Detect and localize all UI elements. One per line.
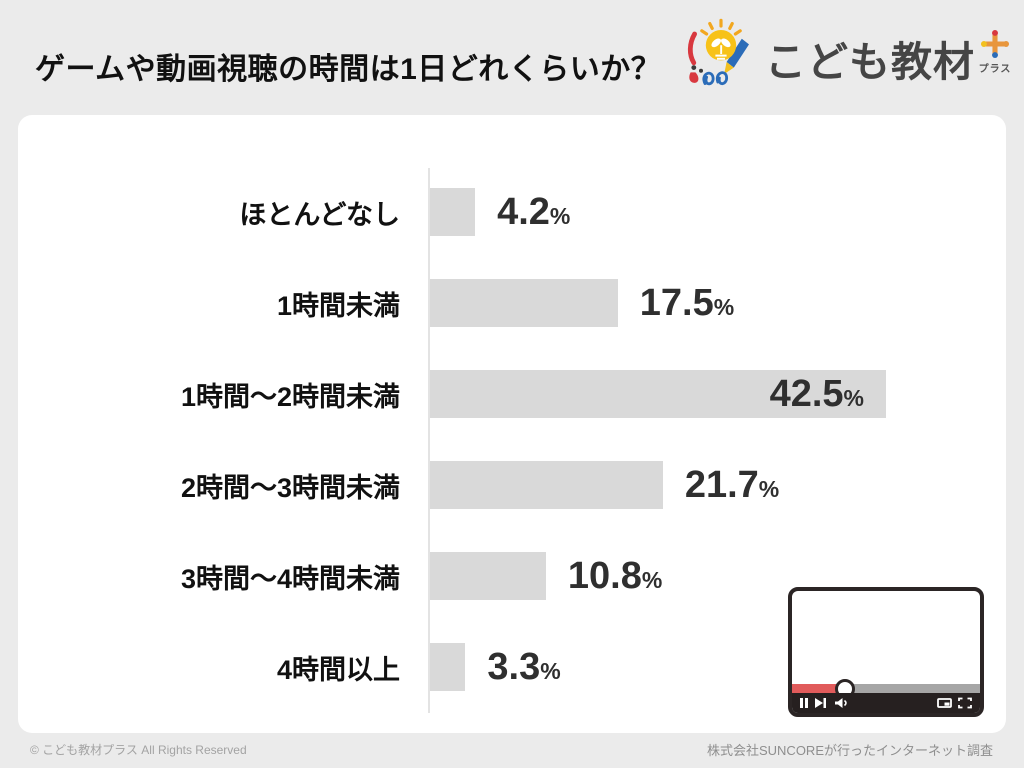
chart-card: ほとんどなし 4.2% 1時間未満 17.5% 1時間〜2時間未満 42.5% 2時間〜3時…	[18, 115, 1006, 733]
category-label: 2時間〜3時間未満	[180, 472, 400, 503]
bar-chart: ほとんどなし 4.2% 1時間未満 17.5% 1時間〜2時間未満 42.5% 2時間〜3時…	[18, 115, 1006, 733]
value-number: 10.8	[567, 555, 642, 597]
copyright-text: © こども教材プラス All Rights Reserved	[30, 743, 247, 757]
value-number: 3.3	[487, 646, 541, 688]
bar	[430, 188, 475, 236]
next-track-icon	[815, 698, 826, 708]
bar-track: 3.3%	[430, 643, 1006, 691]
value-unit: %	[549, 203, 571, 229]
brand-plus-mark: プラス	[978, 27, 1012, 75]
lightbulb-pencil-icon	[687, 18, 749, 86]
value-label: 4.2%	[497, 193, 570, 231]
brand-name: こども教材	[765, 39, 975, 85]
fullscreen-icon	[958, 697, 972, 709]
video-player-illustration	[788, 587, 984, 717]
chart-row: 2時間〜3時間未満 21.7%	[18, 461, 1006, 509]
chart-row: ほとんどなし 4.2%	[18, 188, 1006, 236]
plus-icon	[980, 29, 1010, 59]
volume-icon	[835, 698, 847, 708]
value-number: 42.5	[769, 373, 844, 415]
page-title: ゲームや動画視聴の時間は1日どれくらいか？	[35, 53, 662, 86]
chart-row: 4時間以上 3.3%	[18, 643, 1006, 691]
display-controls-icons	[937, 697, 972, 709]
value-number: 21.7	[684, 464, 759, 506]
bar-track: 17.5%	[430, 279, 1006, 327]
chart-row: 3時間〜4時間未満 10.8%	[18, 552, 1006, 600]
category-label: 1時間未満	[276, 290, 400, 321]
category-label: 4時間以上	[276, 654, 400, 685]
bar	[430, 461, 663, 509]
playback-controls-icons	[800, 698, 847, 708]
value-label: 17.5%	[640, 284, 734, 322]
value-unit: %	[713, 294, 735, 320]
value-unit: %	[843, 385, 864, 411]
category-label: ほとんどなし	[239, 199, 400, 230]
value-unit: %	[641, 567, 663, 593]
miniplayer-icon	[937, 698, 952, 708]
bar-track: 4.2%	[430, 188, 1006, 236]
bar	[430, 643, 465, 691]
value-label: 21.7%	[685, 466, 779, 504]
bar-track: 10.8%	[430, 552, 1006, 600]
chart-rows: ほとんどなし 4.2% 1時間未満 17.5% 1時間〜2時間未満 42.5% 2時間〜3時…	[18, 188, 1006, 691]
value-label: 10.8%	[568, 557, 662, 595]
chart-row: 1時間未満 17.5%	[18, 279, 1006, 327]
chart-row: 1時間〜2時間未満 42.5%	[18, 370, 1006, 418]
value-number: 4.2	[497, 191, 550, 233]
category-label: 1時間〜2時間未満	[180, 381, 400, 412]
bar	[430, 552, 546, 600]
value-number: 17.5	[639, 282, 714, 324]
value-unit: %	[758, 476, 780, 502]
video-control-bar	[792, 693, 980, 713]
brand-plus-label: プラス	[978, 64, 1012, 75]
axis-line	[428, 168, 430, 713]
value-label: 3.3%	[487, 648, 560, 686]
video-progress-fill	[792, 684, 845, 693]
bar	[430, 370, 886, 418]
pause-icon	[800, 698, 808, 708]
category-label: 3時間〜4時間未満	[180, 563, 400, 594]
brand-logo: こども教材 プラス	[681, 14, 1012, 102]
value-label: 42.5%	[770, 375, 864, 413]
bar-track: 42.5%	[430, 370, 1006, 418]
video-progress-bar	[792, 678, 980, 699]
bar	[430, 279, 618, 327]
value-unit: %	[540, 658, 561, 684]
bar-track: 21.7%	[430, 461, 1006, 509]
survey-source-text: 株式会社SUNCOREが行ったインターネット調査	[706, 743, 993, 758]
